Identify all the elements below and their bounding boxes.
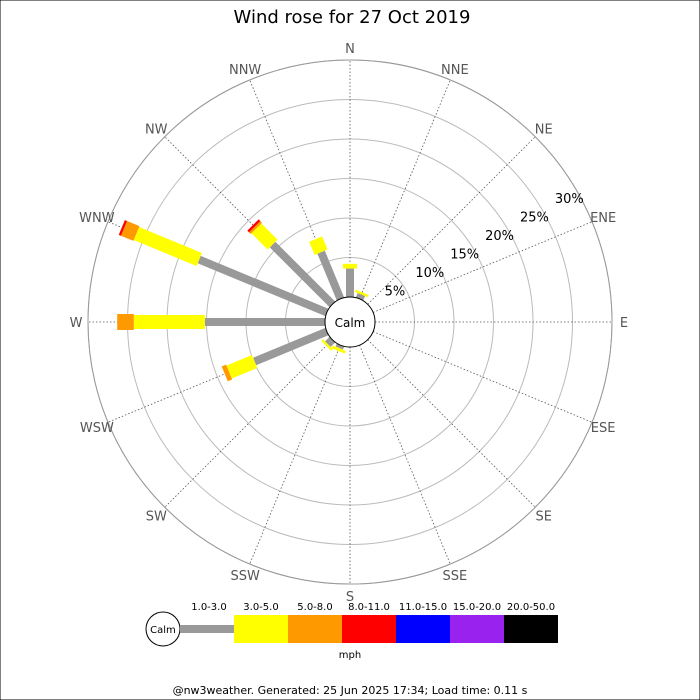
legend-label-0: 1.0-3.0: [191, 602, 226, 613]
legend-unit: mph: [339, 650, 361, 661]
direction-label-w: W: [70, 316, 83, 331]
legend-label-1: 3.0-5.0: [243, 602, 278, 613]
legend-swatch-3: [342, 615, 396, 643]
bar-nw-8.0-11.0: [247, 219, 261, 233]
bar-sw-3.0-5.0: [321, 339, 333, 351]
ring-label-20: 20%: [485, 229, 514, 244]
bar-nne-3.0-5.0: [354, 289, 369, 298]
legend-label-3: 8.0-11.0: [348, 602, 390, 613]
legend-swatch-4: [396, 615, 450, 643]
spoke-se: [367, 339, 536, 508]
legend-swatch-2: [288, 615, 342, 643]
ring-label-5: 5%: [385, 285, 406, 300]
legend-swatch-0: [180, 625, 234, 633]
direction-label-se: SE: [536, 510, 552, 525]
ring-label-10: 10%: [415, 266, 444, 281]
spoke-ese: [372, 331, 593, 423]
direction-label-s: S: [346, 590, 354, 605]
direction-label-nne: NNE: [441, 63, 469, 78]
bar-wnw-8.0-11.0: [118, 220, 128, 236]
bar-nnw-1.0-3.0: [317, 250, 345, 301]
bar-nw-1.0-3.0: [269, 241, 336, 308]
legend-label-6: 20.0-50.0: [507, 602, 555, 613]
bar-nne-1.0-3.0: [355, 292, 366, 301]
spoke-sw: [164, 339, 333, 508]
bar-nw-3.0-5.0: [251, 223, 278, 250]
calm-label: Calm: [335, 316, 366, 330]
direction-label-nw: NW: [145, 122, 168, 137]
legend-swatch-6: [504, 615, 558, 643]
bar-wnw-3.0-5.0: [133, 227, 202, 266]
calm-circle: Calm: [324, 296, 376, 348]
ring-labels: 5% 10% 15% 20% 25% 30%: [385, 192, 584, 300]
legend-label-4: 11.0-15.0: [399, 602, 447, 613]
bar-wnw-1.0-3.0: [197, 255, 329, 317]
bar-wsw-1.0-3.0: [253, 327, 329, 366]
footer-text: @nw3weather. Generated: 25 Jun 2025 17:3…: [173, 684, 528, 697]
chart-title: Wind rose for 27 Oct 2019: [234, 7, 471, 28]
direction-label-ne: NE: [535, 122, 553, 137]
bar-wnw-5.0-8.0: [120, 220, 140, 241]
wind-bars: [117, 219, 369, 382]
outer-ring: [87, 59, 613, 585]
bar-nnw-3.0-5.0: [309, 236, 328, 255]
direction-label-ssw: SSW: [230, 569, 260, 584]
legend-swatch-5: [450, 615, 504, 643]
speed-legend: Calm 1.0-3.0 3.0-5.0 5.0-8.0 8.0-11.0 11.0-1…: [145, 602, 558, 661]
ring-label-15: 15%: [450, 248, 479, 263]
bar-nw-5.0-8.0: [249, 221, 263, 235]
spoke-ne: [367, 136, 536, 305]
direction-label-wnw: WNW: [79, 211, 115, 226]
spoke-nne: [359, 79, 451, 300]
direction-label-n: N: [345, 42, 355, 57]
direction-label-wsw: WSW: [80, 421, 114, 436]
bar-wsw-5.0-8.0: [221, 364, 233, 382]
direction-label-sse: SSE: [442, 569, 467, 584]
direction-label-ene: ENE: [590, 211, 616, 226]
legend-label-2: 5.0-8.0: [297, 602, 332, 613]
legend-swatch-1: [234, 615, 288, 643]
bar-wsw-3.0-5.0: [226, 355, 258, 379]
spoke-sse: [359, 344, 451, 565]
ring-label-25: 25%: [520, 211, 549, 226]
direction-label-sw: SW: [146, 510, 167, 525]
legend-label-5: 15.0-20.0: [453, 602, 501, 613]
legend-calm-label: Calm: [150, 625, 176, 636]
spoke-ene: [372, 221, 593, 313]
direction-labels: N NNE NE ENE E ESE SE SSE S SSW SW WSW W WNW NW NNW: [70, 42, 629, 605]
bar-ssw-3.0-5.0: [331, 345, 346, 354]
bar-ssw-1.0-3.0: [335, 343, 345, 350]
bar-sw-1.0-3.0: [325, 336, 336, 347]
direction-label-e: E: [620, 316, 628, 331]
direction-label-ese: ESE: [591, 421, 616, 436]
direction-label-nnw: NNW: [229, 63, 261, 78]
spoke-ssw: [249, 344, 341, 565]
ring-label-30: 30%: [555, 192, 584, 207]
